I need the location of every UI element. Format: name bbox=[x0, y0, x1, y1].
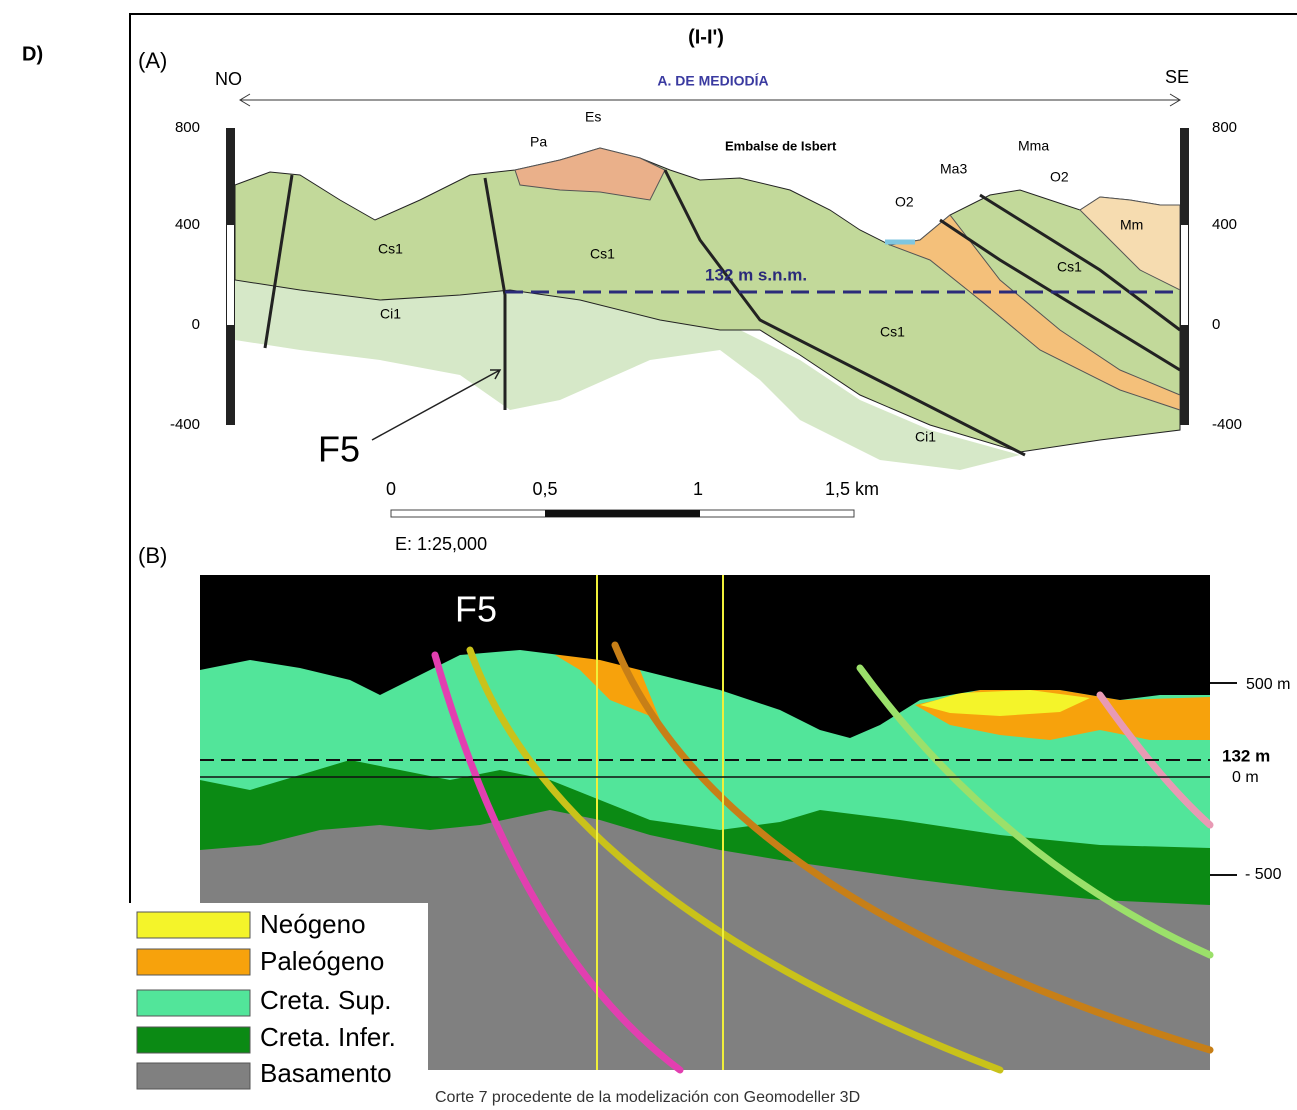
legend-label: Neógeno bbox=[260, 909, 366, 939]
section-label: (B) bbox=[138, 543, 167, 568]
figure: D) (A) (I-I') NO SE A. DE MEDIODÍA 800 4… bbox=[0, 0, 1297, 1110]
scale-bar bbox=[391, 510, 854, 517]
end-label: SE bbox=[1165, 67, 1189, 87]
depth-label: -400 bbox=[170, 416, 200, 433]
legend-label: Creta. Infer. bbox=[260, 1022, 396, 1052]
fault-label: F5 bbox=[318, 429, 360, 470]
fault-arrow bbox=[372, 370, 500, 440]
scale-ratio: E: 1:25,000 bbox=[395, 534, 487, 554]
unit-label: Ci1 bbox=[915, 429, 936, 445]
section-title: (I-I') bbox=[688, 26, 724, 48]
legend: Neógeno Paleógeno Creta. Sup. Creta. Inf… bbox=[123, 903, 428, 1110]
unit-label: O2 bbox=[1050, 169, 1069, 185]
unit-label: Cs1 bbox=[1057, 259, 1082, 275]
scale-tick: 0,5 bbox=[532, 479, 557, 499]
unit-label: Ma3 bbox=[940, 161, 967, 177]
depth-label: 0 bbox=[192, 316, 200, 333]
unit-label: Ci1 bbox=[380, 306, 401, 322]
unit-label: Cs1 bbox=[378, 241, 403, 257]
unit-label: Mm bbox=[1120, 217, 1143, 233]
area-label: A. DE MEDIODÍA bbox=[657, 73, 768, 89]
section-label: (A) bbox=[138, 48, 167, 73]
legend-label: Creta. Sup. bbox=[260, 985, 392, 1015]
depth-label: 0 bbox=[1212, 316, 1220, 333]
unit-label: Pa bbox=[530, 134, 547, 150]
depth-label: 132 m bbox=[1222, 746, 1270, 765]
extent-arrow bbox=[240, 94, 1180, 106]
depth-label: - 500 bbox=[1245, 866, 1282, 883]
unit-label: Mma bbox=[1018, 138, 1049, 154]
unit-label: Cs1 bbox=[590, 246, 615, 262]
scale-tick: 0 bbox=[386, 479, 396, 499]
depth-label: 400 bbox=[175, 216, 200, 233]
end-label: NO bbox=[215, 69, 242, 89]
unit-label: O2 bbox=[895, 194, 914, 210]
caption: Corte 7 procedente de la modelización co… bbox=[435, 1089, 860, 1106]
depth-label: 500 m bbox=[1246, 676, 1290, 693]
depth-label: 0 m bbox=[1232, 769, 1259, 786]
scale-tick: 1 bbox=[693, 479, 703, 499]
depth-label: 400 bbox=[1212, 216, 1237, 233]
scale-tick: 1,5 km bbox=[825, 479, 879, 499]
depth-labels: 500 m 132 m 0 m - 500 bbox=[1222, 676, 1290, 883]
geology bbox=[235, 148, 1180, 470]
depth-label: -400 bbox=[1212, 416, 1242, 433]
depth-label: 800 bbox=[175, 119, 200, 136]
legend-label: Basamento bbox=[260, 1058, 392, 1088]
legend-label: Paleógeno bbox=[260, 946, 384, 976]
unit-label: Embalse de Isbert bbox=[725, 138, 837, 153]
fault-label: F5 bbox=[455, 589, 497, 630]
reference-label: 132 m s.n.m. bbox=[705, 265, 807, 284]
panel-label: D) bbox=[22, 43, 43, 65]
unit-label: Es bbox=[585, 109, 601, 125]
depth-label: 800 bbox=[1212, 119, 1237, 136]
unit-label: Cs1 bbox=[880, 324, 905, 340]
